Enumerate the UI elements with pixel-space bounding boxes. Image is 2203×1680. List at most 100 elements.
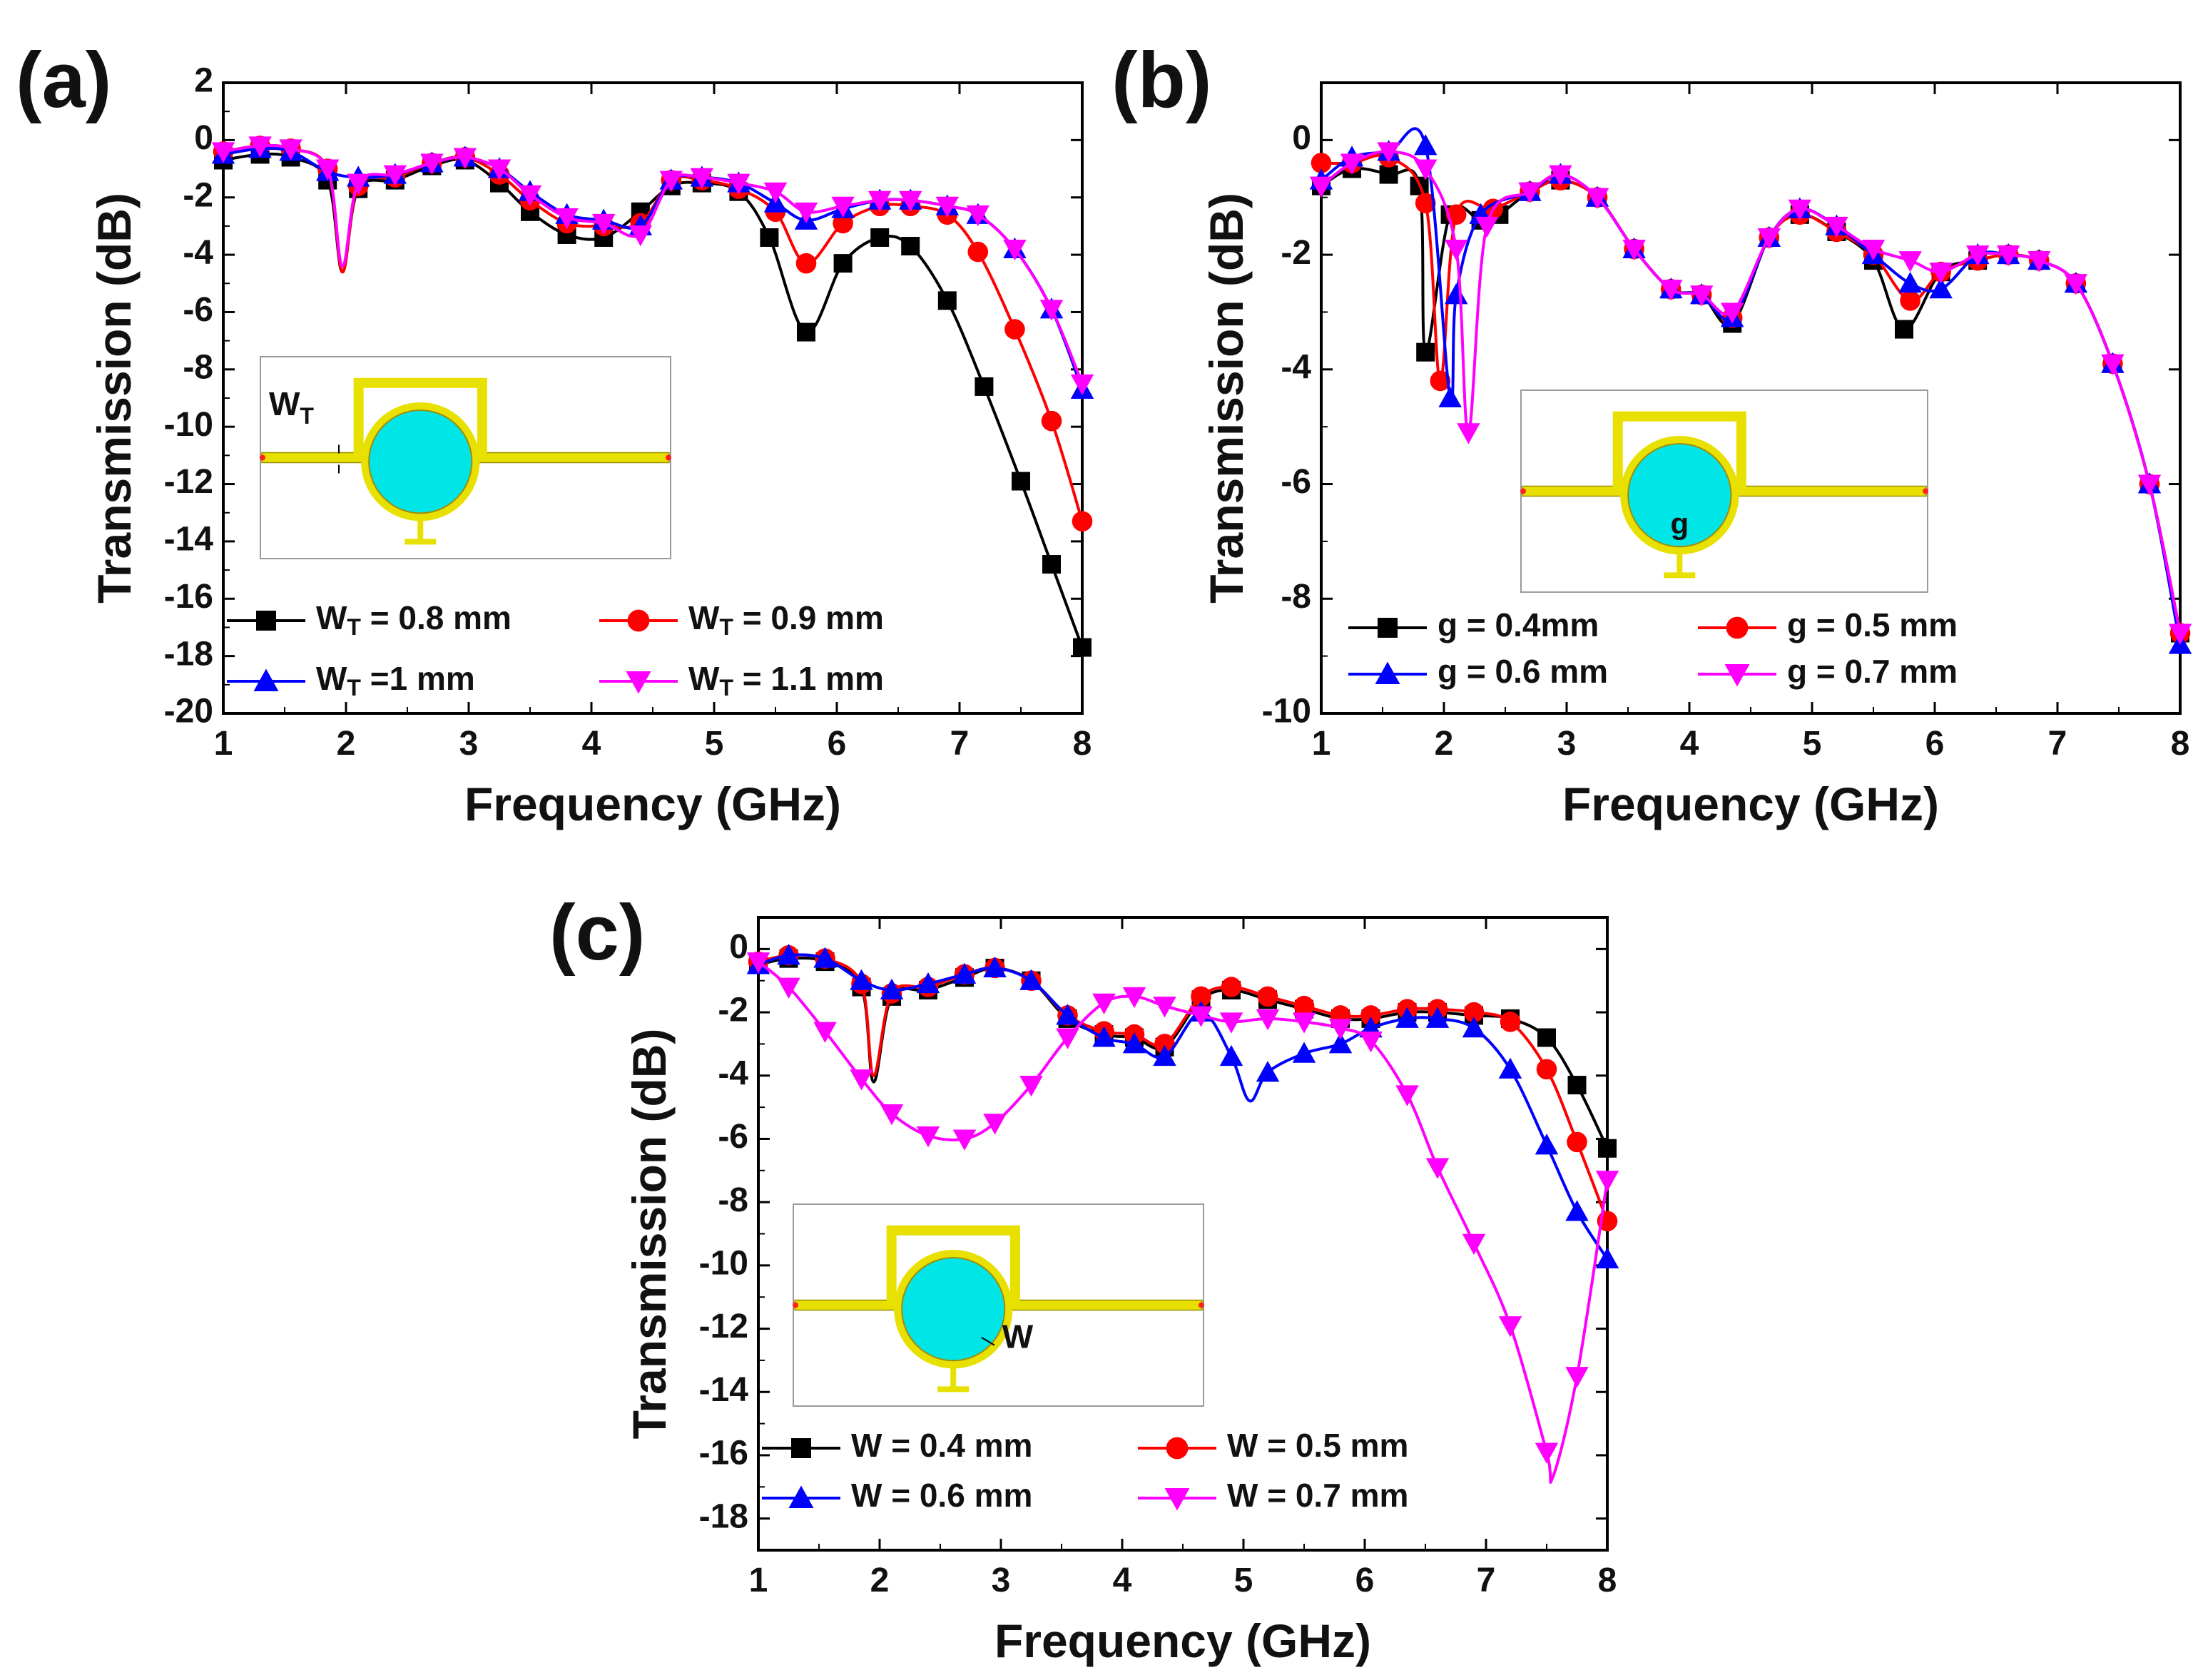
- data-point: [1535, 1442, 1559, 1464]
- legend-marker: [627, 609, 650, 632]
- x-tick-label: 1: [749, 1562, 768, 1599]
- data-point: [2101, 354, 2125, 376]
- data-point: [850, 969, 873, 990]
- data-point: [1425, 1158, 1450, 1179]
- y-tick-label: -2: [183, 176, 213, 214]
- data-point: [901, 237, 920, 256]
- inset-disk: [901, 1256, 1006, 1362]
- inset-schematic: WT: [260, 356, 671, 559]
- data-point: [1585, 188, 1609, 209]
- data-point: [1444, 283, 1468, 305]
- x-tick-label: 2: [337, 725, 356, 763]
- data-point: [1518, 182, 1542, 203]
- data-point: [916, 1126, 940, 1148]
- data-point: [1416, 342, 1435, 362]
- data-point: [1219, 1044, 1243, 1066]
- data-point: [1019, 969, 1043, 990]
- data-point: [1328, 1019, 1353, 1040]
- data-point: [1457, 423, 1480, 444]
- inset-schematic: g: [1520, 390, 1928, 593]
- data-point: [880, 1104, 904, 1126]
- data-point: [937, 291, 957, 310]
- y-tick-label: -16: [164, 578, 213, 616]
- data-point: [1012, 472, 1030, 491]
- y-tick-label: -14: [699, 1371, 749, 1409]
- data-point: [1549, 165, 1572, 186]
- legend-entry-1: WT = 0.8 mm: [316, 599, 512, 640]
- x-tick-label: 6: [1355, 1562, 1375, 1599]
- data-point: [813, 1022, 837, 1043]
- data-point: [975, 377, 994, 396]
- data-point: [315, 159, 340, 180]
- data-point: [1425, 1007, 1450, 1028]
- legend-entry-3: W = 0.6 mm: [851, 1477, 1032, 1514]
- data-point: [1898, 251, 1922, 273]
- inset-feedline-right: [1009, 1299, 1203, 1311]
- data-point: [983, 1114, 1007, 1135]
- data-point: [1153, 997, 1176, 1018]
- x-tick-label: 5: [1234, 1562, 1253, 1599]
- inset-stub: [937, 1368, 970, 1393]
- legend-marker: [1724, 664, 1750, 687]
- legend-marker: [788, 1485, 814, 1508]
- data-point: [2027, 251, 2051, 273]
- data-point: [1438, 386, 1462, 407]
- data-point: [1379, 165, 1398, 184]
- panel-label: (b): [1111, 36, 1211, 124]
- y-axis-label: Transmission (dB): [623, 1029, 676, 1440]
- data-point: [1003, 240, 1027, 261]
- data-point: [1430, 370, 1451, 392]
- inset-feedline-right: [476, 452, 670, 464]
- data-point: [1092, 1026, 1116, 1047]
- data-point: [1537, 1028, 1556, 1047]
- data-point: [833, 254, 853, 273]
- data-point: [967, 241, 989, 263]
- data-point: [916, 972, 940, 994]
- panel-label: (a): [16, 36, 111, 124]
- y-tick-label: 0: [1292, 119, 1311, 157]
- data-point: [1659, 280, 1683, 301]
- legend-entry-1: g = 0.4mm: [1438, 606, 1599, 643]
- data-point: [1311, 153, 1332, 173]
- chart-panel-b: (b) 1 2 3 4 5 6 7 8 0 -2 -4 -6 -8 -10 Frequency (GHz) Tr…: [1111, 36, 2192, 830]
- data-point: [555, 208, 579, 230]
- data-point: [1757, 228, 1781, 250]
- y-tick-label: 0: [729, 928, 748, 966]
- data-point: [383, 165, 407, 186]
- data-point: [1565, 1200, 1589, 1221]
- x-tick-label: 7: [1477, 1562, 1496, 1599]
- inset-ring: [361, 402, 480, 521]
- legend-entry-4: WT = 1.1 mm: [688, 660, 884, 701]
- data-point: [1072, 511, 1093, 532]
- data-point: [880, 978, 904, 1000]
- y-tick-label: -4: [718, 1054, 748, 1092]
- data-point: [1536, 1059, 1557, 1080]
- inset-bridge: [886, 1225, 1020, 1305]
- y-tick-label: -18: [164, 635, 213, 673]
- legend-marker: [256, 611, 276, 631]
- x-tick-label: 2: [1435, 725, 1454, 763]
- inset-feedline-left: [1522, 485, 1625, 497]
- data-point: [1122, 1032, 1146, 1054]
- inset-port-left: [260, 454, 265, 461]
- legend: g = 0.4mm g = 0.5 mm g = 0.6 mm g = 0.7 mm: [1348, 606, 1958, 690]
- data-point: [690, 168, 714, 189]
- data-point: [1825, 216, 1848, 238]
- data-point: [952, 962, 977, 984]
- data-point: [1039, 300, 1064, 321]
- data-point: [1256, 1061, 1280, 1082]
- x-tick-label: 8: [1073, 725, 1092, 763]
- x-tick-label: 3: [992, 1562, 1011, 1599]
- data-point: [831, 196, 855, 218]
- data-point: [1256, 1009, 1280, 1031]
- data-point: [420, 153, 444, 175]
- y-axis-label: Transmission (dB): [1200, 193, 1253, 604]
- x-tick-label: 4: [1113, 1562, 1132, 1599]
- data-point: [1070, 374, 1094, 396]
- x-tick-label: 7: [950, 725, 970, 763]
- y-tick-label: 2: [194, 62, 213, 100]
- legend-entry-1: W = 0.4 mm: [851, 1427, 1032, 1464]
- series-line-4: [1320, 150, 2182, 633]
- data-point: [1622, 240, 1646, 261]
